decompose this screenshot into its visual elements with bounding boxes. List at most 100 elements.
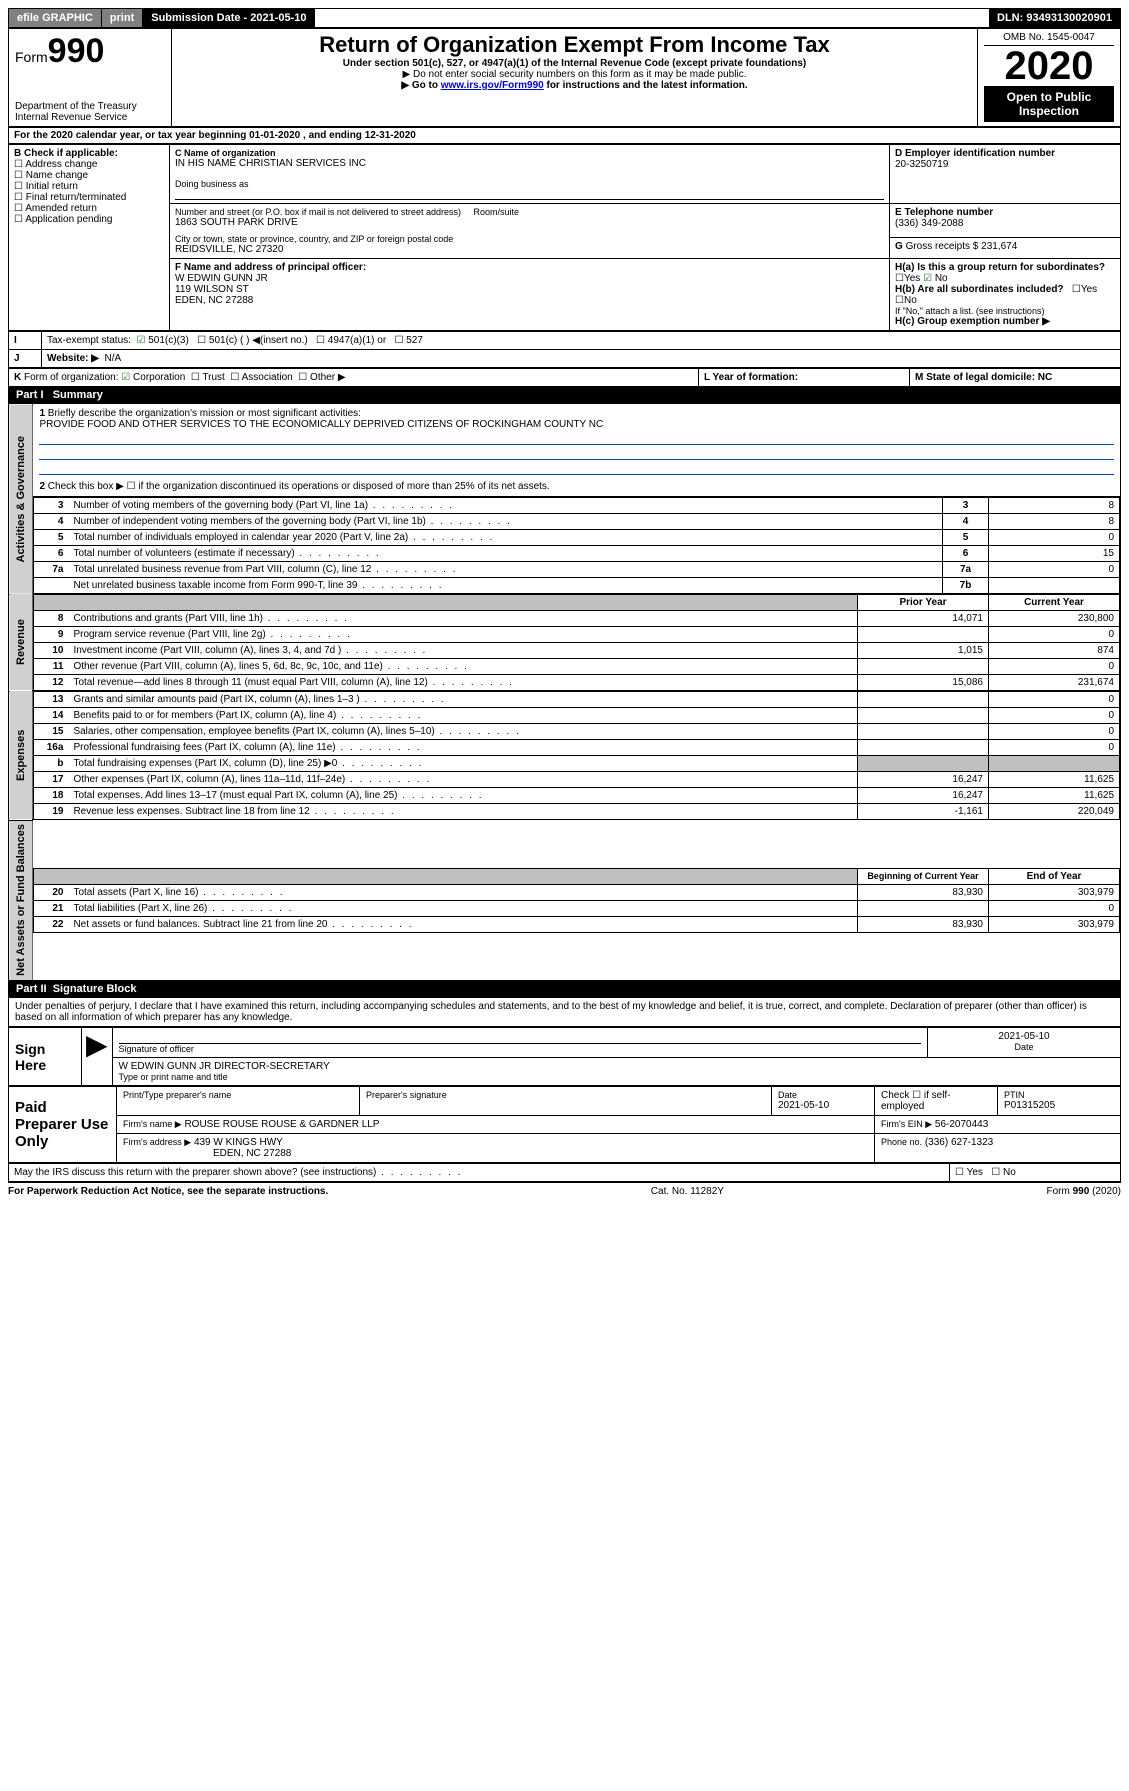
table-row: 9Program service revenue (Part VIII, lin… (34, 627, 1120, 643)
discuss-yes[interactable]: Yes (967, 1167, 983, 1178)
form-header: Form990 Department of the Treasury Inter… (8, 28, 1121, 127)
sig-officer-label: Signature of officer (119, 1044, 921, 1054)
table-row: bTotal fundraising expenses (Part IX, co… (34, 756, 1120, 772)
vtab-revenue: Revenue (9, 594, 33, 691)
page-footer: For Paperwork Reduction Act Notice, see … (8, 1182, 1121, 1197)
table-row: 6Total number of volunteers (estimate if… (34, 546, 1120, 562)
sign-here-label: Sign Here (9, 1028, 82, 1086)
table-row: 20Total assets (Part X, line 16)83,93030… (34, 884, 1120, 900)
year-formation: L Year of formation: (699, 369, 910, 387)
firm-name: ROUSE ROUSE ROUSE & GARDNER LLP (184, 1119, 379, 1130)
ein-value: 20-3250719 (895, 159, 1115, 170)
dept-label: Department of the Treasury Internal Reve… (15, 101, 165, 123)
table-row: 16aProfessional fundraising fees (Part I… (34, 740, 1120, 756)
firm-addr-label: Firm's address ▶ (123, 1137, 191, 1147)
cat-no: Cat. No. 11282Y (651, 1186, 724, 1197)
h-b-note: If "No," attach a list. (see instruction… (895, 306, 1115, 316)
officer-name: W EDWIN GUNN JR (175, 273, 884, 284)
firm-phone: (336) 627-1323 (925, 1137, 993, 1148)
addr-value: 1863 SOUTH PARK DRIVE (175, 217, 884, 228)
discuss-with-preparer: May the IRS discuss this return with the… (9, 1164, 950, 1182)
table-row: 7aTotal unrelated business revenue from … (34, 562, 1120, 578)
table-row: 18Total expenses. Add lines 13–17 (must … (34, 788, 1120, 804)
mission-text: PROVIDE FOOD AND OTHER SERVICES TO THE E… (39, 419, 1114, 430)
col-current-year: Current Year (989, 595, 1120, 611)
vtab-expenses: Expenses (9, 691, 33, 820)
form-footer: Form 990 (2020) (1047, 1186, 1121, 1197)
line-a: For the 2020 calendar year, or tax year … (9, 128, 1121, 144)
table-row: 17Other expenses (Part IX, column (A), l… (34, 772, 1120, 788)
self-employed-check[interactable]: Check ☐ if self-employed (875, 1087, 998, 1116)
phone-label: E Telephone number (895, 207, 1115, 218)
col-prior-year: Prior Year (858, 595, 989, 611)
addr-label: Number and street (or P.O. box if mail i… (175, 207, 884, 217)
table-row: 10Investment income (Part VIII, column (… (34, 643, 1120, 659)
table-row: 8Contributions and grants (Part VIII, li… (34, 611, 1120, 627)
firm-phone-label: Phone no. (881, 1137, 922, 1147)
table-row: Net unrelated business taxable income fr… (34, 578, 1120, 594)
chk-final-return[interactable]: Final return/terminated (14, 192, 164, 203)
h-c: H(c) Group exemption number ▶ (895, 316, 1115, 327)
typed-name-label: Type or print name and title (119, 1072, 1114, 1082)
org-name: IN HIS NAME CHRISTIAN SERVICES INC (175, 158, 884, 169)
state-domicile: M State of legal domicile: NC (910, 369, 1121, 387)
mission-label: Briefly describe the organization's miss… (48, 408, 361, 419)
firm-ein: 56-2070443 (935, 1119, 988, 1130)
firm-ein-label: Firm's EIN ▶ (881, 1119, 932, 1129)
sign-arrow-icon: ▶ (82, 1028, 113, 1086)
perjury-declaration: Under penalties of perjury, I declare th… (8, 997, 1121, 1027)
col-beginning-year: Beginning of Current Year (858, 868, 989, 884)
form-of-org: K Form of organization: Corporation ☐ Tr… (9, 369, 699, 387)
print-button[interactable]: print (102, 9, 143, 27)
tax-exempt-row: Tax-exempt status: 501(c)(3) ☐ 501(c) ( … (42, 332, 1121, 350)
open-public-badge: Open to Public Inspection (984, 86, 1114, 122)
ptin-value: P01315205 (1004, 1100, 1114, 1111)
table-row: 13Grants and similar amounts paid (Part … (34, 692, 1120, 708)
table-row: 22Net assets or fund balances. Subtract … (34, 916, 1120, 932)
col-end-year: End of Year (989, 868, 1120, 884)
table-row: 21Total liabilities (Part X, line 26)0 (34, 900, 1120, 916)
tax-year: 2020 (984, 46, 1114, 86)
discontinued-check[interactable]: Check this box ▶ ☐ if the organization d… (48, 481, 550, 492)
form-label: Form990 (15, 49, 104, 65)
table-row: 19Revenue less expenses. Subtract line 1… (34, 804, 1120, 820)
h-a: H(a) Is this a group return for subordin… (895, 262, 1115, 284)
officer-label: F Name and address of principal officer: (175, 262, 884, 273)
chk-address-change[interactable]: Address change (14, 159, 164, 170)
gross-receipts-value: Gross receipts $ 231,674 (906, 241, 1018, 252)
officer-addr2: EDEN, NC 27288 (175, 295, 884, 306)
paperwork-notice: For Paperwork Reduction Act Notice, see … (8, 1186, 328, 1197)
prep-date: 2021-05-10 (778, 1100, 868, 1111)
chk-initial-return[interactable]: Initial return (14, 181, 164, 192)
table-row: 5Total number of individuals employed in… (34, 530, 1120, 546)
box-b-label: Check if applicable: (24, 148, 118, 159)
top-toolbar: efile GRAPHIC print Submission Date - 20… (8, 8, 1121, 28)
form-note1: ▶ Do not enter social security numbers o… (178, 69, 971, 80)
table-row: 4Number of independent voting members of… (34, 514, 1120, 530)
submission-date: Submission Date - 2021-05-10 (143, 9, 314, 27)
dba-label: Doing business as (175, 179, 884, 189)
firm-addr2: EDEN, NC 27288 (213, 1148, 291, 1159)
preparer-name-label: Print/Type preparer's name (123, 1090, 353, 1100)
phone-value: (336) 349-2088 (895, 218, 1115, 229)
part1-body: Activities & Governance 1 Briefly descri… (8, 403, 1121, 981)
dln-label: DLN: 93493130020901 (989, 9, 1120, 27)
signature-block: Sign Here ▶ Signature of officer 2021-05… (8, 1027, 1121, 1086)
officer-addr1: 119 WILSON ST (175, 284, 884, 295)
chk-name-change[interactable]: Name change (14, 170, 164, 181)
website-row: Website: ▶ N/A (42, 350, 1121, 368)
city-value: REIDSVILLE, NC 27320 (175, 244, 884, 255)
org-name-label: Name of organization (184, 148, 276, 158)
chk-app-pending[interactable]: Application pending (14, 214, 164, 225)
ptin-label: PTIN (1004, 1090, 1114, 1100)
chk-amended[interactable]: Amended return (14, 203, 164, 214)
table-row: 12Total revenue—add lines 8 through 11 (… (34, 675, 1120, 691)
officer-typed-name: W EDWIN GUNN JR DIRECTOR-SECRETARY (119, 1061, 1114, 1072)
part1-header: Part I Summary (8, 387, 1121, 403)
prep-date-label: Date (778, 1090, 868, 1100)
firm-addr1: 439 W KINGS HWY (194, 1137, 283, 1148)
table-row: 11Other revenue (Part VIII, column (A), … (34, 659, 1120, 675)
vtab-netassets: Net Assets or Fund Balances (9, 820, 33, 981)
discuss-no[interactable]: No (1003, 1167, 1016, 1178)
irs-link[interactable]: www.irs.gov/Form990 (441, 80, 544, 91)
